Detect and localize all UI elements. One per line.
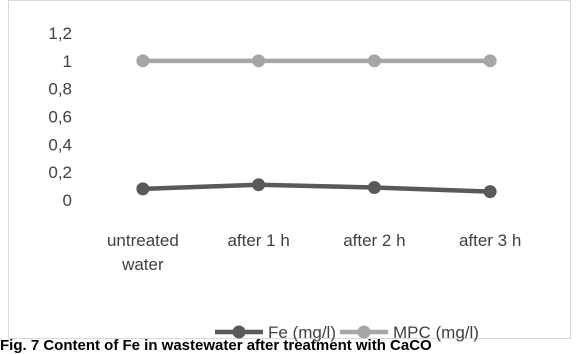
y-tick-label: 0,4 xyxy=(48,135,72,154)
data-point xyxy=(483,185,497,199)
legend-marker xyxy=(357,325,371,339)
y-tick-label: 1,2 xyxy=(48,24,72,43)
data-point xyxy=(367,180,381,194)
x-category-label: untreated xyxy=(107,231,179,250)
data-point xyxy=(483,54,497,68)
x-category-label: after 3 h xyxy=(459,231,521,250)
data-point xyxy=(252,54,266,68)
data-point xyxy=(367,54,381,68)
legend-label: Fe (mg/l) xyxy=(268,323,336,342)
y-tick-label: 0,2 xyxy=(48,163,72,182)
x-category-label: water xyxy=(121,255,164,274)
y-tick-label: 0,6 xyxy=(48,108,72,127)
x-category-label: after 1 h xyxy=(227,231,289,250)
data-point xyxy=(136,182,150,196)
y-tick-label: 0,8 xyxy=(48,80,72,99)
series-line xyxy=(142,182,491,194)
x-category-label: after 2 h xyxy=(343,231,405,250)
legend-marker xyxy=(232,325,246,339)
data-point xyxy=(136,54,150,68)
data-point xyxy=(252,178,266,192)
chart-area xyxy=(8,0,571,339)
figure-caption: Fig. 7 Content of Fe in wastewater after… xyxy=(0,337,432,354)
legend-label: MPC (mg/l) xyxy=(393,323,479,342)
y-tick-label: 0 xyxy=(63,191,72,210)
y-tick-label: 1 xyxy=(63,52,72,71)
